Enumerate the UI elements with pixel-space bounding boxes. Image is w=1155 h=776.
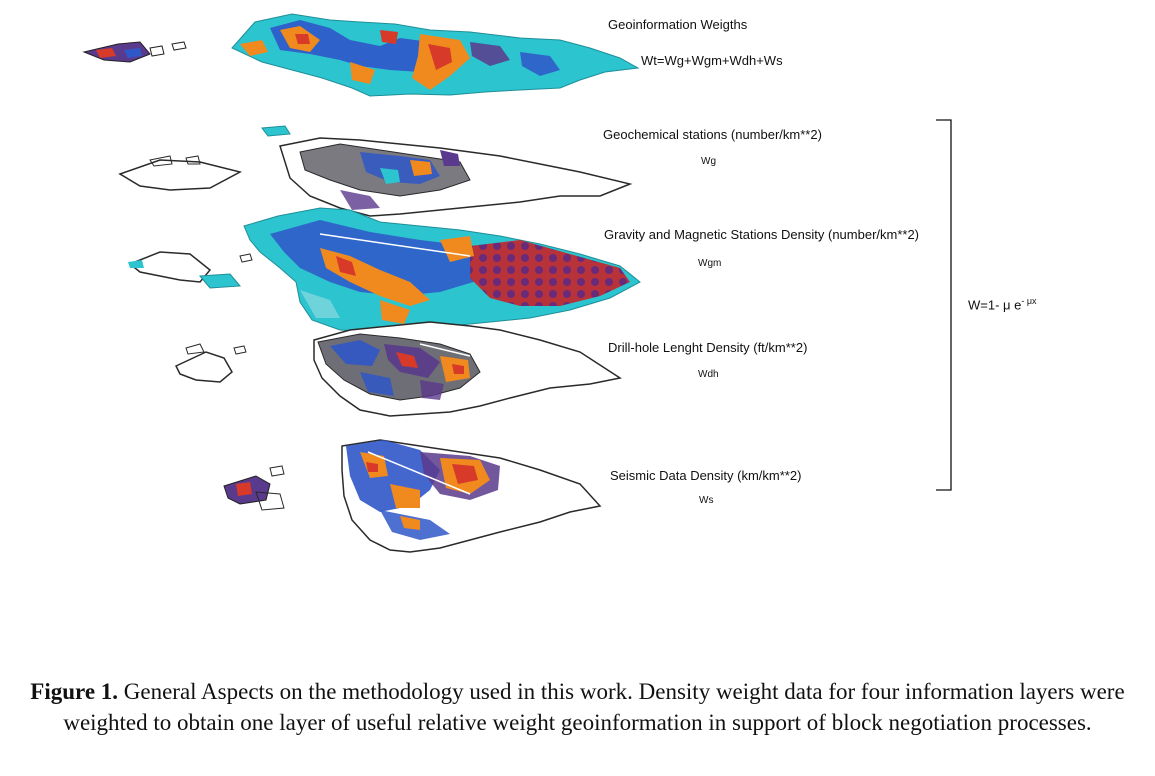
weight-equation: W=1- μ e- μx [968, 296, 1037, 312]
layer-geochemical-map [118, 125, 633, 217]
layer-title-seismic: Seismic Data Density (km/km**2) [610, 468, 802, 483]
symbol-ws: Ws [699, 495, 714, 506]
layer-seismic-map [223, 439, 602, 553]
layers-bracket [936, 119, 952, 491]
caption-label: Figure 1. [30, 679, 119, 704]
methodology-figure [82, 13, 952, 553]
total-weight-formula: Wt=Wg+Wgm+Wdh+Ws [641, 53, 783, 68]
layer-drill-hole-map [174, 321, 622, 417]
layer-title-gravity-magnetic: Gravity and Magnetic Stations Density (n… [604, 227, 920, 242]
layer-geoinformation-map [82, 13, 640, 97]
weight-equation-base: W=1- μ e [968, 297, 1022, 313]
symbol-wdh: Wdh [698, 369, 719, 380]
caption-text: General Aspects on the methodology used … [63, 679, 1125, 735]
layer-title-geochemical: Geochemical stations (number/km**2) [603, 127, 822, 142]
layer-title-drill-hole: Drill-hole Lenght Density (ft/km**2) [608, 340, 808, 355]
figure-caption: Figure 1. General Aspects on the methodo… [0, 676, 1155, 738]
layer-gravity-magnetic-map [128, 207, 641, 333]
weight-equation-exponent: - μx [1021, 296, 1037, 306]
symbol-wgm: Wgm [698, 258, 722, 269]
layer-title-geoinformation: Geoinformation Weigths [608, 17, 748, 32]
symbol-wg: Wg [701, 156, 716, 167]
